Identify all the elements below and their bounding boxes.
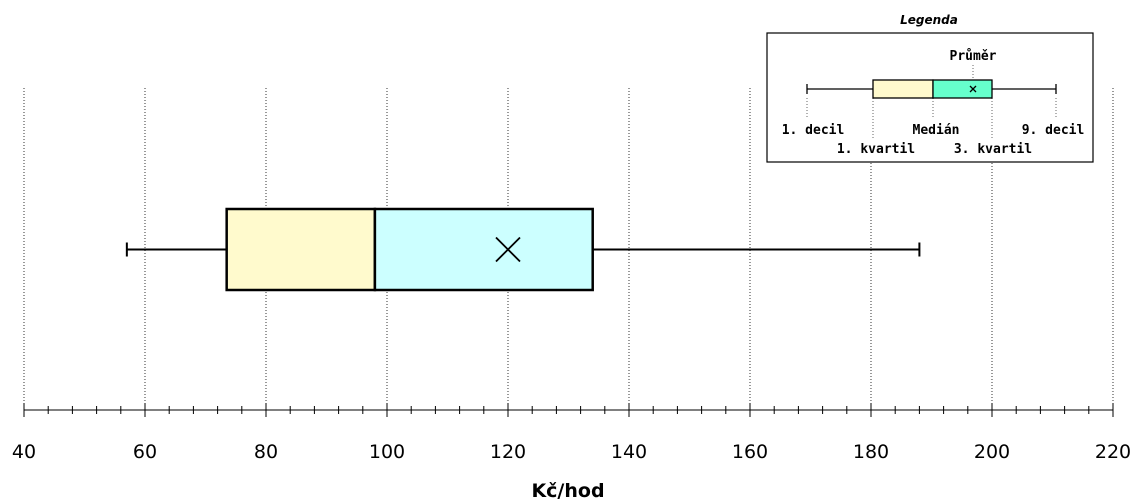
legend-box-upper	[932, 79, 993, 99]
legend-box-lower	[872, 79, 934, 99]
legend-mean-marker	[969, 85, 977, 93]
legend-label-quartile-1: 1. kvartil	[837, 142, 915, 157]
legend-label-quartile-3: 3. kvartil	[954, 142, 1032, 157]
x-tick-label: 120	[490, 441, 526, 463]
box-lower	[225, 207, 377, 292]
legend-boxplot	[806, 65, 1057, 138]
x-tick-label: 140	[611, 441, 647, 463]
x-tick-label: 200	[974, 441, 1010, 463]
legend-title: Legenda	[900, 13, 958, 27]
legend-label-decile-9: 9. decil	[1022, 123, 1085, 138]
x-axis	[23, 403, 1114, 417]
box-upper	[373, 207, 594, 292]
x-tick-label: 80	[254, 441, 278, 463]
legend-label-median: Medián	[913, 123, 960, 138]
x-axis-title: Kč/hod	[531, 480, 604, 500]
x-tick-label: 40	[12, 441, 36, 463]
boxplot	[125, 207, 921, 292]
mean-marker	[495, 236, 521, 263]
x-tick-label: 60	[133, 441, 157, 463]
x-tick-label: 220	[1095, 441, 1131, 463]
x-tick-label: 100	[369, 441, 405, 463]
x-tick-labels: 40 60 80 100 120 140 160 180 200 220	[12, 441, 1131, 463]
legend-label-decile-1: 1. decil	[782, 123, 845, 138]
legend-label-mean: Průměr	[950, 49, 997, 64]
x-tick-label: 160	[732, 441, 768, 463]
x-tick-label: 180	[853, 441, 889, 463]
legend: Legenda Průměr 1. decil Medián 9. decil …	[766, 13, 1094, 163]
